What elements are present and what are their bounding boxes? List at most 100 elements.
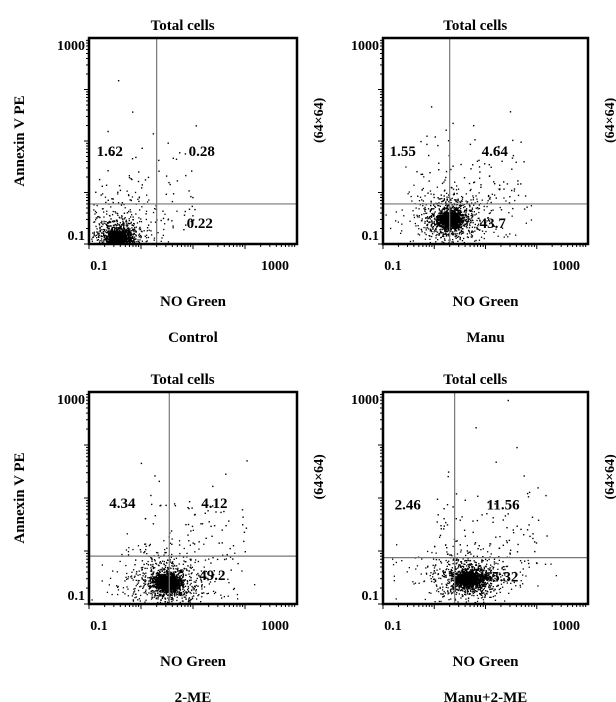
event-dot [467,588,469,590]
event-dot [135,585,137,587]
event-dot [102,223,104,226]
event-dot [426,219,428,222]
event-dot [182,570,184,572]
event-dot [403,215,405,217]
event-dot [237,598,239,600]
event-dot [454,208,456,211]
event-dot [137,545,140,547]
event-dot [470,571,472,573]
event-dot [147,577,149,579]
event-dot [159,595,161,597]
event-dot [486,220,488,222]
event-dot [106,223,108,226]
event-dot [208,583,210,585]
event-dot [455,235,457,237]
event-dot [177,567,179,569]
event-dot [200,523,202,525]
event-dot [114,211,116,213]
event-dot [134,230,136,232]
event-dot [112,224,115,226]
event-dot [438,221,440,223]
event-dot [178,594,180,596]
event-dot [108,232,110,234]
event-dot [154,208,156,210]
event-dot [186,556,188,558]
event-dot [428,154,430,157]
event-dot [514,199,516,202]
event-dot [452,575,454,578]
event-dot [162,595,165,597]
event-dot [456,585,459,587]
event-dot [193,543,196,545]
event-dot [103,230,106,232]
event-dot [431,219,433,222]
event-dot [246,460,248,462]
event-dot [458,215,460,218]
event-dot [462,232,465,234]
event-dot [103,241,105,243]
event-dot [443,211,446,213]
event-dot [229,547,231,550]
event-dot [450,168,452,171]
event-dot [170,574,172,576]
quadrant-upper-right-value: 4.64 [482,144,509,160]
event-dot [457,571,460,573]
event-dot [459,231,461,233]
event-dot [155,576,157,578]
event-dot [445,235,447,237]
event-dot [117,214,119,216]
event-dot [157,597,159,599]
event-dot [447,211,449,214]
event-dot [170,590,172,593]
event-dot [485,222,487,224]
event-dot [431,215,433,217]
event-dot [118,185,121,187]
event-dot [459,219,462,221]
event-dot [449,230,452,233]
event-dot [468,217,470,219]
event-dot [99,228,101,230]
event-dot [133,230,135,232]
event-dot [450,209,452,211]
event-dot [499,188,501,190]
event-dot [152,578,154,580]
event-dot [171,200,174,203]
event-dot [171,596,173,599]
event-dot [435,584,438,586]
event-dot [455,201,457,203]
event-dot [421,214,423,216]
event-dot [429,218,431,220]
event-dot [429,241,431,244]
event-dot [438,169,440,171]
event-dot [435,223,438,225]
event-dot [129,199,131,201]
event-dot [100,194,102,196]
event-dot [129,228,131,230]
event-dot [172,157,174,159]
event-dot [460,220,462,223]
event-dot [107,130,109,133]
event-dot [476,200,479,203]
event-dot [106,241,108,244]
event-dot [215,511,217,513]
event-dot [433,231,435,233]
event-dot [212,590,215,592]
event-dot [476,584,479,587]
event-dot [110,232,113,234]
event-dot [138,570,140,572]
event-dot [223,510,225,513]
event-dot [451,232,453,235]
event-dot [145,572,147,574]
event-dot [120,204,123,206]
event-dot [103,222,105,224]
event-dot [137,582,140,584]
event-dot [476,219,478,222]
event-dot [97,236,100,238]
event-dot [190,559,192,562]
event-dot [434,217,436,219]
event-dot [456,208,458,210]
event-dot [151,575,154,577]
event-dot [487,195,490,198]
